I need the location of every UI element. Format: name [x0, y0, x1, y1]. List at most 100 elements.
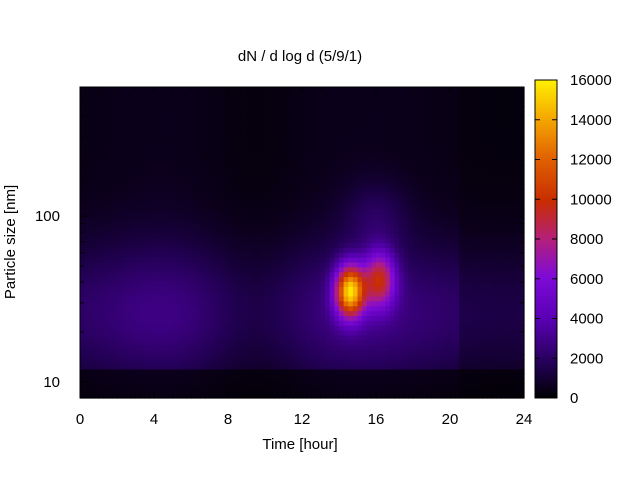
heatmap-cell [228, 111, 234, 117]
heatmap-cell [177, 227, 183, 234]
heatmap-cell [413, 315, 419, 321]
heatmap-cell [154, 349, 160, 355]
heatmap-cell [228, 286, 234, 292]
heatmap-cell [130, 344, 137, 351]
heatmap-cell [191, 184, 197, 190]
heatmap-cell [417, 393, 423, 399]
heatmap-cell [251, 130, 257, 137]
heatmap-cell [376, 359, 382, 365]
heatmap-cell [191, 213, 197, 219]
heatmap-cell [352, 363, 359, 370]
heatmap-cell [440, 388, 446, 394]
heatmap-cell [315, 393, 322, 399]
heatmap-cell [339, 295, 345, 302]
heatmap-cell [389, 344, 396, 351]
heatmap-cell [325, 363, 331, 370]
heatmap-cell [283, 305, 289, 312]
heatmap-cell [380, 305, 386, 312]
heatmap-cell [241, 354, 248, 360]
heatmap-cell [329, 349, 335, 355]
heatmap-cell [265, 291, 271, 297]
heatmap-cell [357, 203, 363, 210]
heatmap-cell [394, 213, 400, 219]
heatmap-cell [292, 155, 298, 161]
heatmap-cell [103, 334, 109, 341]
heatmap-cell [389, 232, 396, 239]
heatmap-cell [218, 325, 224, 331]
heatmap-cell [334, 291, 340, 297]
heatmap-cell [112, 218, 118, 224]
heatmap-cell [214, 295, 220, 302]
heatmap-cell [158, 334, 164, 341]
heatmap-cell [149, 116, 155, 122]
heatmap-cell [417, 315, 423, 321]
heatmap-cell [311, 111, 317, 117]
heatmap-cell [339, 393, 345, 399]
heatmap-cell [191, 193, 197, 200]
heatmap-cell [320, 198, 326, 205]
heatmap-cell [84, 87, 90, 93]
heatmap-cell [186, 368, 192, 375]
heatmap-cell [274, 184, 280, 190]
heatmap-cell [223, 101, 229, 108]
heatmap-cell [204, 305, 211, 312]
heatmap-cell [288, 329, 294, 336]
heatmap-cell [352, 393, 359, 399]
heatmap-cell [98, 281, 104, 287]
heatmap-cell [80, 174, 86, 180]
heatmap-cell [283, 383, 289, 389]
heatmap-cell [278, 193, 285, 200]
heatmap-cell [167, 184, 174, 190]
heatmap-cell [269, 155, 275, 161]
heatmap-cell [306, 91, 312, 98]
heatmap-cell [144, 368, 150, 375]
heatmap-cell [107, 155, 113, 161]
heatmap-cell [214, 189, 220, 195]
heatmap-cell [376, 145, 382, 151]
heatmap-cell [251, 179, 257, 185]
heatmap-cell [389, 300, 396, 307]
heatmap-cell [278, 373, 285, 380]
heatmap-cell [422, 184, 428, 190]
heatmap-cell [417, 189, 423, 195]
heatmap-cell [135, 174, 141, 180]
heatmap-cell [431, 169, 437, 176]
heatmap-cell [269, 193, 275, 200]
heatmap-cell [204, 242, 211, 248]
heatmap-cell [163, 310, 169, 316]
heatmap-cell [422, 247, 428, 253]
heatmap-cell [385, 237, 391, 244]
heatmap-cell [241, 329, 248, 336]
heatmap-cell [283, 359, 289, 365]
heatmap-cell [339, 334, 345, 341]
heatmap-cell [306, 150, 312, 156]
heatmap-cell [320, 145, 326, 151]
heatmap-cell [181, 271, 187, 278]
heatmap-cell [311, 169, 317, 176]
heatmap-cell [399, 227, 405, 234]
heatmap-cell [149, 339, 155, 346]
heatmap-cell [408, 198, 414, 205]
heatmap-cell [315, 87, 322, 93]
heatmap-cell [93, 247, 100, 253]
heatmap-cell [140, 363, 146, 370]
heatmap-cell [204, 155, 211, 161]
heatmap-cell [255, 111, 261, 117]
heatmap-cell [112, 354, 118, 360]
heatmap-cell [154, 87, 160, 93]
heatmap-cell [255, 393, 261, 399]
heatmap-cell [89, 101, 95, 108]
heatmap-cell [223, 135, 229, 142]
heatmap-cell [306, 344, 312, 351]
heatmap-cell [223, 373, 229, 380]
heatmap-cell [237, 164, 243, 171]
heatmap-cell [93, 266, 100, 273]
heatmap-cell [163, 339, 169, 346]
heatmap-cell [399, 329, 405, 336]
heatmap-cell [431, 252, 437, 258]
heatmap-cell [93, 388, 100, 394]
heatmap-cell [417, 193, 423, 200]
heatmap-cell [399, 101, 405, 108]
heatmap-cell [246, 383, 252, 389]
heatmap-cell [167, 101, 174, 108]
